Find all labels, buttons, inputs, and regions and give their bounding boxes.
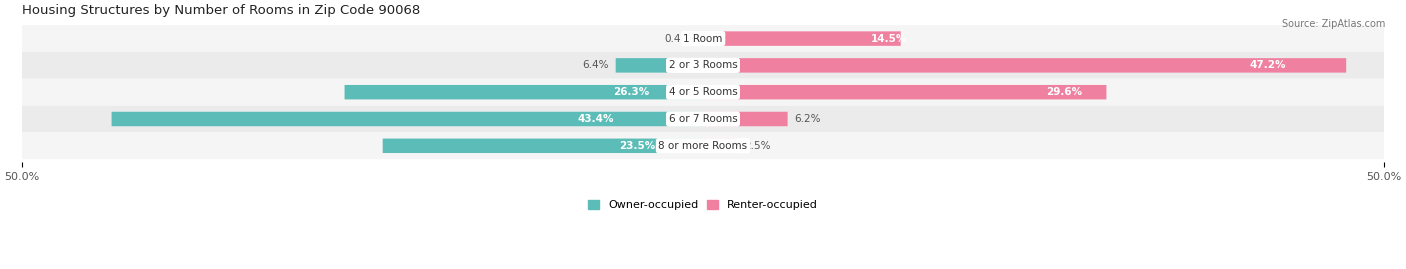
Text: Housing Structures by Number of Rooms in Zip Code 90068: Housing Structures by Number of Rooms in… xyxy=(21,4,420,17)
FancyBboxPatch shape xyxy=(21,25,1385,52)
Text: 8 or more Rooms: 8 or more Rooms xyxy=(658,141,748,151)
FancyBboxPatch shape xyxy=(21,106,1385,132)
FancyBboxPatch shape xyxy=(382,139,703,153)
Text: 4 or 5 Rooms: 4 or 5 Rooms xyxy=(669,87,737,97)
Text: 1 Room: 1 Room xyxy=(683,34,723,44)
FancyBboxPatch shape xyxy=(703,31,901,46)
FancyBboxPatch shape xyxy=(703,85,1107,100)
Text: 6.2%: 6.2% xyxy=(794,114,821,124)
FancyBboxPatch shape xyxy=(703,112,787,126)
Legend: Owner-occupied, Renter-occupied: Owner-occupied, Renter-occupied xyxy=(583,196,823,215)
Text: 2 or 3 Rooms: 2 or 3 Rooms xyxy=(669,60,737,70)
Text: 6 or 7 Rooms: 6 or 7 Rooms xyxy=(669,114,737,124)
Text: 23.5%: 23.5% xyxy=(619,141,655,151)
Text: 14.5%: 14.5% xyxy=(870,34,907,44)
Text: 6.4%: 6.4% xyxy=(582,60,609,70)
FancyBboxPatch shape xyxy=(616,58,703,73)
Text: 43.4%: 43.4% xyxy=(578,114,614,124)
FancyBboxPatch shape xyxy=(111,112,703,126)
FancyBboxPatch shape xyxy=(703,139,737,153)
FancyBboxPatch shape xyxy=(703,58,1346,73)
FancyBboxPatch shape xyxy=(21,52,1385,79)
FancyBboxPatch shape xyxy=(21,79,1385,106)
Text: 2.5%: 2.5% xyxy=(744,141,770,151)
FancyBboxPatch shape xyxy=(21,132,1385,159)
FancyBboxPatch shape xyxy=(344,85,703,100)
FancyBboxPatch shape xyxy=(697,31,703,46)
Text: 0.4%: 0.4% xyxy=(665,34,690,44)
Text: 26.3%: 26.3% xyxy=(613,87,650,97)
Text: Source: ZipAtlas.com: Source: ZipAtlas.com xyxy=(1281,19,1385,29)
Text: 29.6%: 29.6% xyxy=(1046,87,1081,97)
Text: 47.2%: 47.2% xyxy=(1250,60,1286,70)
